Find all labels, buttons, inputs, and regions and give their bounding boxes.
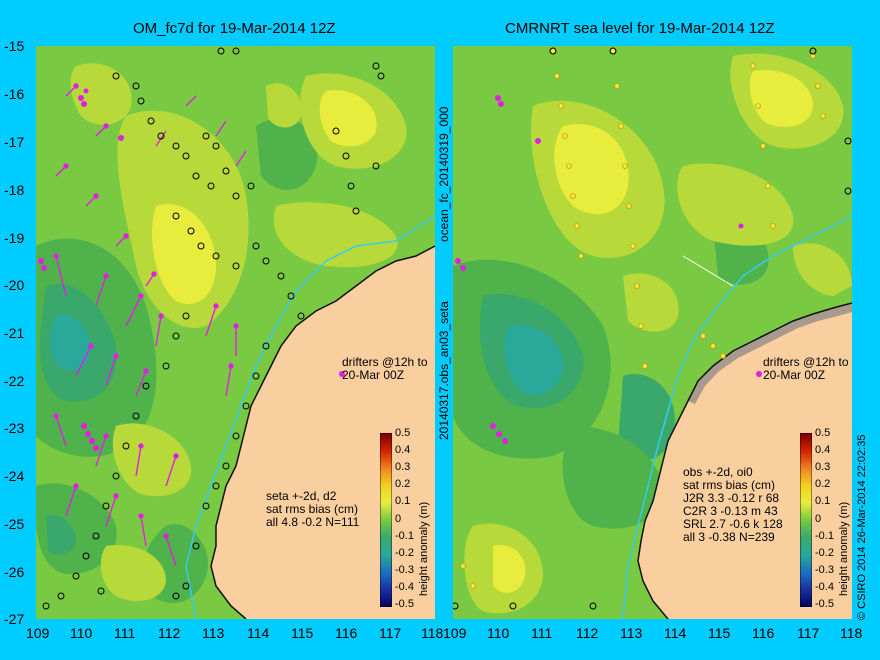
x-tick: 117	[379, 625, 402, 641]
y-tick: -21	[4, 325, 25, 341]
colorbar-tick: 0	[395, 513, 402, 525]
y-tick: -15	[4, 38, 25, 54]
x-tick: 115	[291, 625, 314, 641]
colorbar-tick: -0.5	[395, 598, 414, 610]
x-tick: 117	[797, 625, 820, 641]
right-colorbar	[800, 433, 812, 607]
left-drifters-label-line1: drifters @12h to	[342, 355, 428, 369]
x-tick: 113	[620, 625, 643, 641]
right-stats-line3: J2R 3.3 -0.12 r 68	[683, 491, 780, 505]
colorbar-tick: -0.1	[395, 530, 414, 542]
left-map-panel: drifters @12h to 20-Mar 00Z seta +-2d, d…	[36, 46, 435, 619]
y-tick: -20	[4, 277, 25, 293]
x-tick: 112	[576, 625, 599, 641]
left-panel-title: OM_fc7d for 19-Mar-2014 12Z	[133, 20, 336, 37]
x-tick: 118	[421, 625, 444, 641]
x-tick: 110	[70, 625, 93, 641]
colorbar-tick: 0.3	[815, 461, 831, 473]
left-drifters-label-line2: 20-Mar 00Z	[342, 368, 405, 382]
x-tick: 116	[752, 625, 775, 641]
right-colorbar-label: height anomaly (m)	[838, 501, 850, 596]
colorbar-tick: -0.2	[815, 547, 834, 559]
side-label-top: ocean_fc_20140319_000	[437, 106, 451, 242]
x-tick: 116	[335, 625, 358, 641]
colorbar-tick: -0.3	[815, 564, 834, 576]
y-tick: -17	[4, 134, 25, 150]
right-map-panel: drifters @12h to 20-Mar 00Z obs +-2d, oi…	[453, 46, 852, 619]
left-colorbar-label: height anomaly (m)	[418, 501, 430, 596]
y-tick: -23	[4, 420, 25, 436]
colorbar-tick: 0.4	[815, 444, 831, 456]
y-tick: -22	[4, 373, 25, 389]
colorbar-tick: 0.5	[395, 427, 411, 439]
colorbar-tick: 0.1	[815, 495, 831, 507]
right-panel-title: CMRNRT sea level for 19-Mar-2014 12Z	[505, 20, 775, 37]
x-tick: 109	[26, 625, 50, 641]
left-stats-line1: seta +-2d, d2	[266, 489, 337, 503]
y-tick: -16	[4, 86, 25, 102]
colorbar-tick: 0.5	[815, 427, 831, 439]
right-stats-line1: obs +-2d, oi0	[683, 465, 753, 479]
colorbar-tick: -0.2	[395, 547, 414, 559]
colorbar-tick: -0.4	[395, 581, 414, 593]
left-map-svg	[36, 46, 435, 619]
left-colorbar	[380, 433, 392, 607]
colorbar-tick: 0.1	[395, 495, 411, 507]
side-label-bottom: 20140317.obs_an03_seta	[437, 301, 451, 440]
right-map-svg	[453, 46, 852, 619]
right-drifters-label-line1: drifters @12h to	[763, 355, 849, 369]
x-tick: 118	[840, 625, 863, 641]
right-stats-line4: C2R 3 -0.13 m 43	[683, 504, 778, 518]
colorbar-tick: -0.4	[815, 581, 834, 593]
colorbar-tick: 0.2	[395, 478, 411, 490]
right-drifters-label-line2: 20-Mar 00Z	[763, 368, 826, 382]
x-tick: 111	[531, 625, 553, 641]
x-tick: 114	[664, 625, 687, 641]
x-tick: 112	[158, 625, 181, 641]
left-stats-line2: sat rms bias (cm)	[266, 502, 359, 516]
right-stats-line6: all 3 -0.38 N=239	[683, 530, 775, 544]
colorbar-tick: -0.3	[395, 564, 414, 576]
y-tick: -26	[4, 564, 25, 580]
right-stats-line2: sat rms bias (cm)	[683, 478, 776, 492]
x-tick: 114	[247, 625, 270, 641]
colorbar-tick: -0.5	[815, 598, 834, 610]
colorbar-tick: 0.3	[395, 461, 411, 473]
x-tick: 109	[443, 625, 467, 641]
right-stats-line5: SRL 2.7 -0.6 k 128	[683, 517, 783, 531]
colorbar-tick: 0.4	[395, 444, 411, 456]
colorbar-tick: 0.2	[815, 478, 831, 490]
x-tick: 110	[487, 625, 510, 641]
y-tick: -25	[4, 516, 25, 532]
y-tick: -24	[4, 468, 25, 484]
left-stats-line3: all 4.8 -0.2 N=111	[266, 515, 360, 529]
y-tick: -18	[4, 182, 25, 198]
y-tick: -27	[4, 611, 25, 627]
colorbar-tick: -0.1	[815, 530, 834, 542]
y-tick: -19	[4, 230, 25, 246]
x-tick: 111	[114, 625, 136, 641]
x-tick: 115	[708, 625, 731, 641]
x-tick: 113	[202, 625, 225, 641]
copyright-text: © CSIRO 2014 26-Mar-2014 22:02:35	[856, 434, 868, 620]
colorbar-tick: 0	[815, 513, 822, 525]
